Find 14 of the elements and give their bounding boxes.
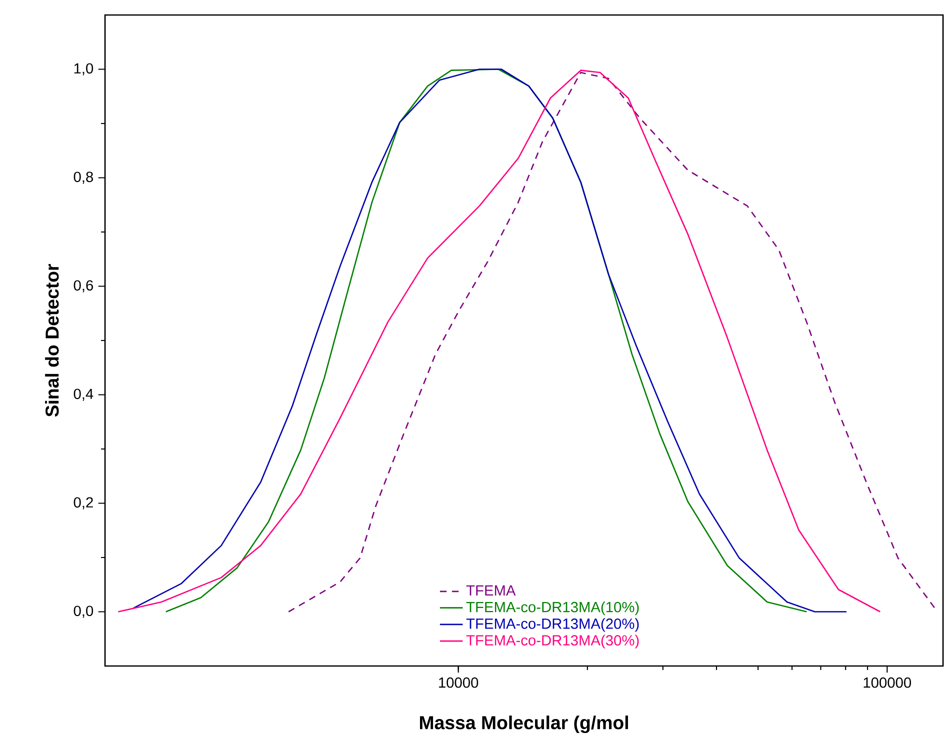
y-tick-label: 0,0 [74, 606, 94, 618]
y-tick-label: 0,2 [74, 497, 93, 510]
legend-label: TFEMA [466, 585, 516, 596]
x-tick-label: 10000 [439, 677, 478, 688]
x-axis-title: Massa Molecular (g/mol [420, 716, 628, 734]
y-axis-title: Sinal do Detector [45, 264, 59, 417]
legend-label: TFEMA-co-DR13MA(30%) [466, 634, 639, 648]
legend-label: TFEMA-co-DR13MA(10%) [466, 602, 639, 616]
y-tick-label: 0,6 [74, 280, 93, 292]
y-tick-label: 0,4 [74, 388, 94, 401]
legend-label: TFEMA-co-DR13MA(20%) [466, 618, 639, 632]
y-tick-label: 0,8 [74, 172, 93, 184]
y-tick-label: 1,0 [74, 63, 94, 76]
x-tick-label: 100000 [864, 677, 912, 688]
